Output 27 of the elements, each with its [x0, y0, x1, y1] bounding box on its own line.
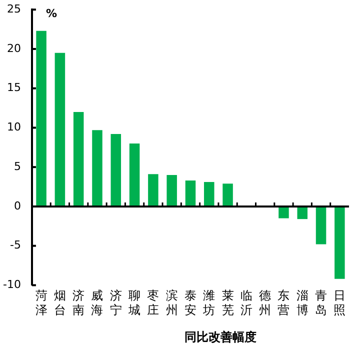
x-tick-label: 枣庄 [147, 288, 160, 317]
x-tick-label: 青岛 [315, 288, 328, 317]
x-tick-label: 烟台 [54, 288, 66, 317]
y-tick-label: 20 [6, 42, 21, 55]
y-axis-title: % [46, 6, 57, 20]
x-tick-label: 滨州 [166, 288, 178, 317]
x-tick-label: 泰安 [184, 288, 196, 317]
y-tick-label: 10 [6, 120, 21, 134]
x-tick-label: 济南 [72, 288, 85, 317]
y-tick-label: 0 [14, 199, 21, 212]
y-tick-label: 15 [6, 81, 21, 94]
x-tick-label: 菏泽 [35, 288, 48, 317]
y-tick-label: 5 [14, 160, 21, 173]
x-tick-label: 德州 [259, 288, 272, 317]
x-tick-label: 威海 [91, 288, 104, 317]
x-tick-label: 淄博 [296, 288, 308, 317]
x-tick-label: 莱芜 [222, 288, 234, 317]
x-tick-label: 聊城 [128, 288, 141, 317]
y-tick-label: 25 [6, 2, 21, 16]
y-tick-label: -10 [3, 278, 21, 292]
x-axis-title: 同比改善幅度 [184, 330, 256, 344]
x-tick-label: 潍坊 [202, 288, 216, 317]
x-tick-label: 济宁 [110, 288, 122, 317]
x-tick-label: 临沂 [240, 288, 252, 317]
x-tick-label: 日照 [334, 288, 346, 317]
x-tick-label: 东营 [278, 288, 290, 317]
y-tick-label: -5 [10, 238, 21, 252]
